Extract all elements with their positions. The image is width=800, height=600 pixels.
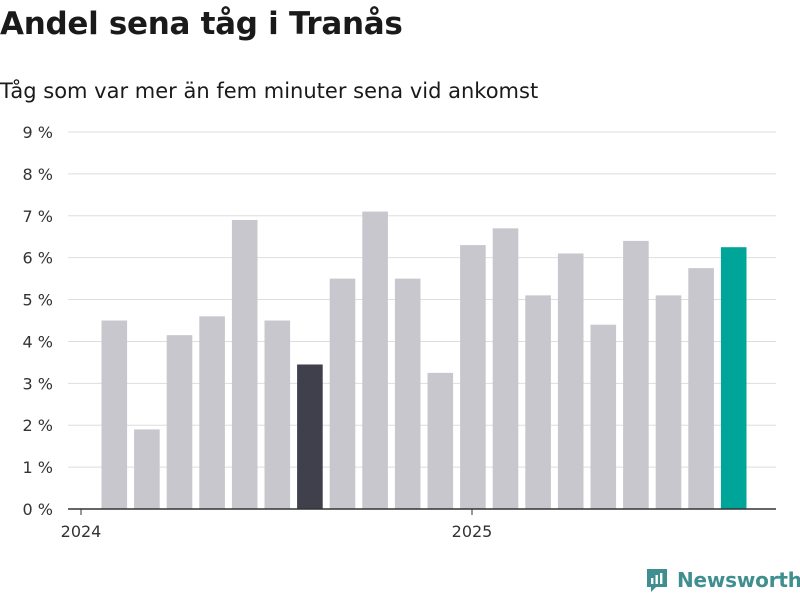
bar [557,253,584,509]
bar [264,320,291,509]
y-tick-label: 5 % [23,291,53,310]
bar [623,240,649,509]
y-tick-label: 8 % [23,165,53,184]
brand-name: Newsworthy [677,568,800,592]
bar [166,335,193,509]
bar [492,228,519,509]
bar [394,278,421,509]
brand-logo: Newsworthy [645,567,800,593]
bar [460,245,486,509]
y-tick-label: 0 % [23,500,53,519]
bar [590,324,617,509]
y-tick-label: 1 % [23,458,53,477]
bar [655,295,682,509]
bar [329,278,356,509]
bar [101,320,128,509]
bar [427,372,454,509]
bar [199,316,225,509]
x-tick-label: 2024 [61,522,102,541]
chart-title: Andel sena tåg i Tranås [0,6,403,42]
bar [688,268,714,509]
y-tick-label: 7 % [23,207,53,226]
y-tick-label: 9 % [23,123,53,142]
y-tick-label: 6 % [23,249,53,268]
y-tick-label: 4 % [23,332,53,351]
bar [134,429,160,509]
bar [231,219,258,509]
newsworthy-logo-icon [647,569,667,592]
bar [297,364,323,509]
bar [362,211,388,510]
x-tick-label: 2025 [452,522,493,541]
bar [720,247,747,509]
y-tick-label: 3 % [23,374,53,393]
y-tick-label: 2 % [23,416,53,435]
bar [525,295,551,509]
chart-subtitle: Tåg som var mer än fem minuter sena vid … [0,79,539,103]
